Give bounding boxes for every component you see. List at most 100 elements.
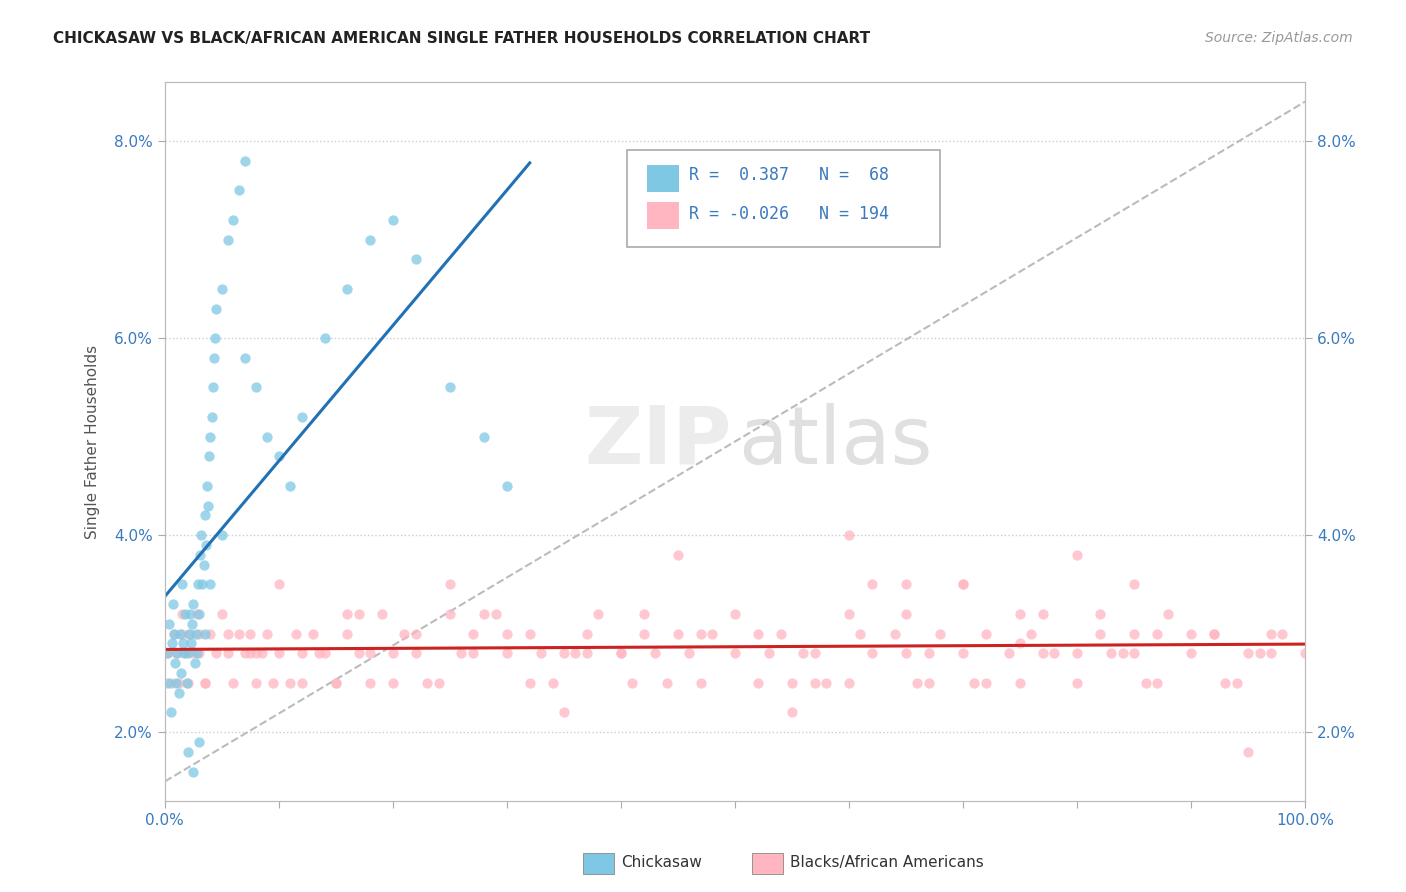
Point [427, 676, 450, 690]
Point [747, 626, 769, 640]
Y-axis label: Single Father Households: Single Father Households [86, 344, 100, 539]
Point [610, 646, 633, 660]
Point [1010, 607, 1032, 621]
Text: R =  0.387   N =  68: R = 0.387 N = 68 [689, 166, 890, 184]
Point [325, 676, 347, 690]
Point [804, 646, 827, 660]
Point [815, 676, 838, 690]
Point [1021, 626, 1043, 640]
Point [1157, 607, 1180, 621]
Text: Source: ZipAtlas.com: Source: ZipAtlas.com [1205, 31, 1353, 45]
Point [170, 577, 193, 591]
Text: Blacks/African Americans: Blacks/African Americans [790, 855, 984, 870]
Point [347, 607, 370, 621]
Point [1249, 646, 1271, 660]
Point [381, 676, 404, 690]
Point [575, 626, 598, 640]
Point [496, 479, 519, 493]
Point [188, 626, 211, 640]
Point [183, 764, 205, 779]
Point [233, 646, 256, 660]
Point [165, 676, 187, 690]
Point [167, 686, 190, 700]
Point [204, 331, 226, 345]
Point [183, 656, 205, 670]
Point [217, 626, 239, 640]
Point [291, 409, 314, 424]
Point [1180, 646, 1202, 660]
Point [963, 676, 986, 690]
Point [519, 676, 541, 690]
Point [1010, 676, 1032, 690]
Point [1066, 676, 1088, 690]
Point [918, 646, 941, 660]
Point [416, 676, 439, 690]
Point [1123, 626, 1146, 640]
Point [724, 607, 747, 621]
Point [169, 626, 191, 640]
Point [644, 646, 666, 660]
Point [496, 626, 519, 640]
Point [678, 646, 700, 660]
Point [176, 745, 198, 759]
Point [347, 646, 370, 660]
Point [1146, 676, 1168, 690]
Point [519, 626, 541, 640]
Point [394, 626, 416, 640]
Point [1066, 646, 1088, 660]
Point [496, 646, 519, 660]
Point [586, 607, 609, 621]
Point [952, 577, 974, 591]
Point [472, 429, 495, 443]
Point [439, 380, 461, 394]
Point [179, 607, 201, 621]
Point [541, 676, 564, 690]
Point [239, 626, 262, 640]
Point [461, 646, 484, 660]
Point [170, 607, 193, 621]
Point [747, 676, 769, 690]
Point [974, 626, 997, 640]
Point [1215, 676, 1237, 690]
Point [190, 528, 212, 542]
Point [239, 646, 262, 660]
Point [769, 626, 792, 640]
Point [838, 528, 860, 542]
Point [359, 676, 381, 690]
Point [180, 636, 202, 650]
Point [176, 646, 198, 660]
Point [211, 528, 233, 542]
Point [655, 676, 678, 690]
Point [157, 676, 180, 690]
Point [205, 301, 228, 316]
Point [157, 646, 180, 660]
Point [1010, 636, 1032, 650]
Point [267, 646, 290, 660]
Point [472, 607, 495, 621]
Point [838, 607, 860, 621]
Point [450, 646, 472, 660]
Point [610, 646, 633, 660]
Point [666, 548, 689, 562]
Point [160, 636, 183, 650]
Point [553, 706, 575, 720]
Point [197, 499, 219, 513]
Point [179, 626, 201, 640]
Point [233, 351, 256, 365]
Point [1112, 646, 1135, 660]
Point [166, 646, 188, 660]
Point [228, 183, 250, 197]
Point [666, 626, 689, 640]
Point [689, 626, 711, 640]
Point [183, 597, 205, 611]
Point [1260, 626, 1282, 640]
Point [200, 429, 222, 443]
Point [1066, 548, 1088, 562]
Point [198, 450, 221, 464]
Point [689, 676, 711, 690]
Point [997, 646, 1019, 660]
Point [621, 676, 644, 690]
Point [194, 508, 217, 523]
Point [918, 676, 941, 690]
Point [860, 577, 883, 591]
